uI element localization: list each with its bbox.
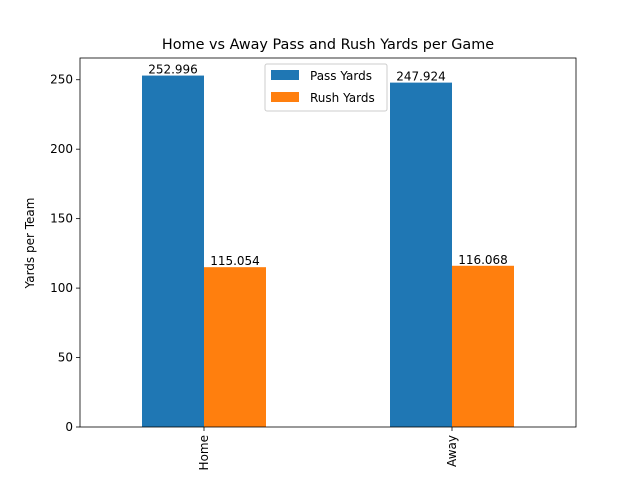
y-tick-label-100: 100 — [50, 281, 73, 295]
y-tick-label-200: 200 — [50, 142, 73, 156]
legend: Pass Yards Rush Yards — [264, 63, 388, 112]
x-tick-label-home: Home — [197, 435, 211, 470]
data-label-pass-yards-away: 247.924 — [396, 70, 446, 84]
chart-title: Home vs Away Pass and Rush Yards per Gam… — [162, 37, 494, 53]
bar-pass-yards-away — [390, 82, 452, 427]
data-labels: 252.996 115.054 247.924 116.068 — [148, 63, 508, 269]
y-axis-ticks: 0 50 100 150 200 250 — [50, 73, 80, 434]
bar-rush-yards-away — [452, 265, 514, 427]
y-tick-label-150: 150 — [50, 212, 73, 226]
y-tick-label-50: 50 — [58, 351, 73, 365]
legend-label-pass-yards: Pass Yards — [310, 69, 372, 83]
data-label-rush-yards-away: 116.068 — [458, 253, 508, 267]
x-axis-ticks: Home Away — [197, 427, 459, 470]
bar-pass-yards-home — [142, 75, 204, 428]
y-tick-label-0: 0 — [65, 420, 73, 434]
x-tick-label-away: Away — [445, 435, 459, 467]
legend-swatch-pass-yards — [271, 70, 299, 80]
bars-layer — [142, 75, 514, 428]
plot-area-frame — [79, 57, 577, 428]
y-tick-label-250: 250 — [50, 73, 73, 87]
y-axis-label: Yards per Team — [23, 198, 37, 290]
data-label-rush-yards-home: 115.054 — [210, 254, 260, 268]
data-label-pass-yards-home: 252.996 — [148, 63, 198, 77]
bar-rush-yards-home — [204, 267, 266, 427]
legend-swatch-rush-yards — [271, 92, 299, 102]
legend-label-rush-yards: Rush Yards — [310, 91, 375, 105]
